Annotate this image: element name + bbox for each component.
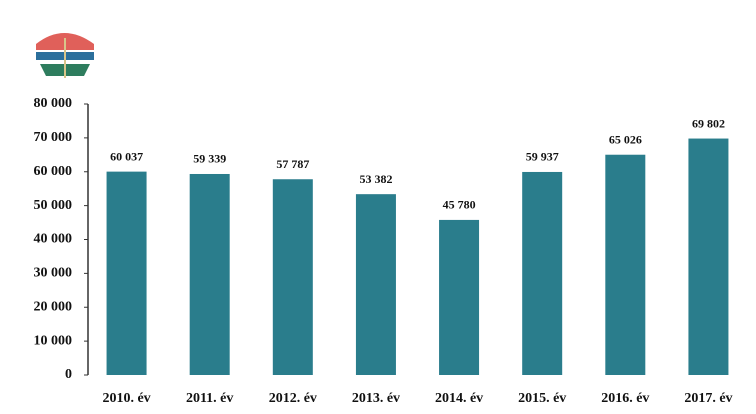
y-tick-label: 50 000 (34, 198, 73, 213)
value-label: 59 339 (193, 152, 226, 166)
y-tick-label: 10 000 (34, 333, 73, 348)
x-tick-label: 2011. év (186, 391, 233, 406)
bar (439, 219, 480, 375)
x-tick-label: 2014. év (435, 391, 483, 406)
y-tick-label: 20 000 (34, 299, 73, 314)
x-tick-label: 2010. év (102, 391, 150, 406)
bar (272, 179, 313, 375)
value-label: 65 026 (609, 132, 642, 146)
y-tick-label: 80 000 (34, 96, 73, 111)
x-tick-label: 2012. év (269, 391, 317, 406)
x-tick-label: 2017. év (684, 391, 732, 406)
y-tick-label: 60 000 (34, 164, 73, 179)
y-tick-label: 70 000 (34, 130, 73, 145)
logo (36, 33, 94, 78)
value-label: 53 382 (359, 172, 392, 186)
x-tick-label: 2013. év (352, 391, 400, 406)
bar (688, 138, 729, 375)
y-tick-label: 0 (65, 367, 72, 382)
x-tick-label: 2016. év (601, 391, 649, 406)
x-tick-label: 2015. év (518, 391, 566, 406)
value-label: 45 780 (443, 198, 476, 212)
y-tick-label: 40 000 (34, 232, 73, 247)
bar (106, 171, 147, 375)
value-label: 59 937 (526, 150, 559, 164)
bar (605, 154, 646, 375)
bar (189, 173, 230, 375)
value-label: 69 802 (692, 116, 725, 130)
y-tick-label: 30 000 (34, 266, 73, 281)
bar (522, 171, 563, 375)
value-label: 60 037 (110, 149, 143, 163)
value-label: 57 787 (276, 157, 309, 171)
bar (355, 194, 396, 375)
